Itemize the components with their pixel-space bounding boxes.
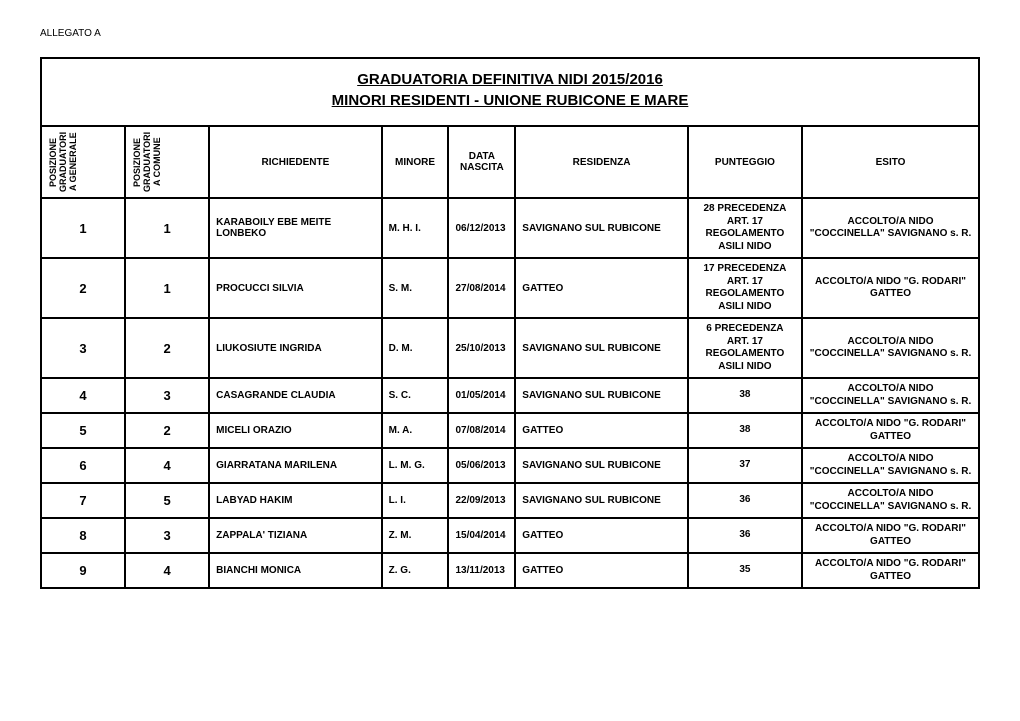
- table-row: 94BIANCHI MONICAZ. G.13/11/2013GATTEO35A…: [41, 553, 979, 588]
- table-row: 52MICELI ORAZIOM. A.07/08/2014GATTEO38AC…: [41, 413, 979, 448]
- table-row: 83ZAPPALA' TIZIANAZ. M.15/04/2014GATTEO3…: [41, 518, 979, 553]
- cell-esito: ACCOLTO/A NIDO "COCCINELLA" SAVIGNANO s.…: [802, 448, 979, 483]
- cell-data: 25/10/2013: [448, 318, 515, 378]
- col-header-residenza: RESIDENZA: [515, 126, 687, 198]
- table-row: 11KARABOILY EBE MEITE LONBEKOM. H. I.06/…: [41, 198, 979, 258]
- cell-pos-gen: 8: [41, 518, 125, 553]
- cell-richiedente: BIANCHI MONICA: [209, 553, 381, 588]
- allegato-label: ALLEGATO A: [40, 28, 980, 39]
- cell-punteggio: 35: [688, 553, 802, 588]
- cell-pos-com: 5: [125, 483, 209, 518]
- cell-minore: Z. M.: [382, 518, 449, 553]
- cell-esito: ACCOLTO/A NIDO "G. RODARI" GATTEO: [802, 413, 979, 448]
- cell-minore: S. C.: [382, 378, 449, 413]
- cell-punteggio: 36: [688, 483, 802, 518]
- cell-richiedente: MICELI ORAZIO: [209, 413, 381, 448]
- cell-minore: L. I.: [382, 483, 449, 518]
- cell-richiedente: PROCUCCI SILVIA: [209, 258, 381, 318]
- col-header-data: DATA NASCITA: [448, 126, 515, 198]
- cell-residenza: SAVIGNANO SUL RUBICONE: [515, 198, 687, 258]
- cell-pos-com: 2: [125, 318, 209, 378]
- cell-punteggio: 37: [688, 448, 802, 483]
- col-header-pos-gen: POSIZIONE GRADUATORIA GENERALE: [41, 126, 125, 198]
- cell-punteggio: 36: [688, 518, 802, 553]
- cell-data: 13/11/2013: [448, 553, 515, 588]
- col-header-pos-com: POSIZIONE GRADUATORIA COMUNE: [125, 126, 209, 198]
- cell-minore: S. M.: [382, 258, 449, 318]
- cell-pos-com: 1: [125, 198, 209, 258]
- cell-pos-com: 3: [125, 518, 209, 553]
- cell-data: 01/05/2014: [448, 378, 515, 413]
- cell-residenza: SAVIGNANO SUL RUBICONE: [515, 483, 687, 518]
- title-row: GRADUATORIA DEFINITIVA NIDI 2015/2016 MI…: [41, 58, 979, 126]
- cell-residenza: GATTEO: [515, 413, 687, 448]
- cell-residenza: GATTEO: [515, 258, 687, 318]
- cell-pos-com: 1: [125, 258, 209, 318]
- cell-esito: ACCOLTO/A NIDO "G. RODARI" GATTEO: [802, 553, 979, 588]
- cell-residenza: GATTEO: [515, 553, 687, 588]
- cell-data: 15/04/2014: [448, 518, 515, 553]
- cell-pos-gen: 6: [41, 448, 125, 483]
- cell-esito: ACCOLTO/A NIDO "COCCINELLA" SAVIGNANO s.…: [802, 378, 979, 413]
- cell-minore: M. H. I.: [382, 198, 449, 258]
- col-header-minore: MINORE: [382, 126, 449, 198]
- cell-residenza: SAVIGNANO SUL RUBICONE: [515, 378, 687, 413]
- cell-residenza: SAVIGNANO SUL RUBICONE: [515, 448, 687, 483]
- cell-pos-com: 2: [125, 413, 209, 448]
- cell-pos-com: 4: [125, 553, 209, 588]
- cell-richiedente: LIUKOSIUTE INGRIDA: [209, 318, 381, 378]
- cell-punteggio: 28 PRECEDENZA ART. 17 REGOLAMENTO ASILI …: [688, 198, 802, 258]
- cell-data: 06/12/2013: [448, 198, 515, 258]
- cell-pos-com: 3: [125, 378, 209, 413]
- cell-richiedente: LABYAD HAKIM: [209, 483, 381, 518]
- cell-punteggio: 38: [688, 378, 802, 413]
- cell-data: 07/08/2014: [448, 413, 515, 448]
- cell-richiedente: KARABOILY EBE MEITE LONBEKO: [209, 198, 381, 258]
- cell-pos-gen: 2: [41, 258, 125, 318]
- cell-data: 22/09/2013: [448, 483, 515, 518]
- table-row: 32LIUKOSIUTE INGRIDAD. M.25/10/2013SAVIG…: [41, 318, 979, 378]
- col-header-punteggio: PUNTEGGIO: [688, 126, 802, 198]
- col-header-richiedente: RICHIEDENTE: [209, 126, 381, 198]
- cell-data: 27/08/2014: [448, 258, 515, 318]
- table-title: GRADUATORIA DEFINITIVA NIDI 2015/2016 MI…: [41, 58, 979, 126]
- header-row: POSIZIONE GRADUATORIA GENERALE POSIZIONE…: [41, 126, 979, 198]
- cell-esito: ACCOLTO/A NIDO "COCCINELLA" SAVIGNANO s.…: [802, 198, 979, 258]
- table-row: 64GIARRATANA MARILENAL. M. G.05/06/2013S…: [41, 448, 979, 483]
- cell-minore: M. A.: [382, 413, 449, 448]
- title-line-1: GRADUATORIA DEFINITIVA NIDI 2015/2016: [357, 71, 663, 88]
- table-row: 43CASAGRANDE CLAUDIAS. C.01/05/2014SAVIG…: [41, 378, 979, 413]
- cell-pos-gen: 3: [41, 318, 125, 378]
- graduatoria-table: GRADUATORIA DEFINITIVA NIDI 2015/2016 MI…: [40, 57, 980, 589]
- cell-punteggio: 38: [688, 413, 802, 448]
- cell-esito: ACCOLTO/A NIDO "G. RODARI" GATTEO: [802, 518, 979, 553]
- cell-esito: ACCOLTO/A NIDO "G. RODARI" GATTEO: [802, 258, 979, 318]
- cell-punteggio: 6 PRECEDENZA ART. 17 REGOLAMENTO ASILI N…: [688, 318, 802, 378]
- table-row: 21PROCUCCI SILVIAS. M.27/08/2014GATTEO17…: [41, 258, 979, 318]
- cell-richiedente: ZAPPALA' TIZIANA: [209, 518, 381, 553]
- cell-residenza: GATTEO: [515, 518, 687, 553]
- col-header-esito: ESITO: [802, 126, 979, 198]
- title-line-2: MINORI RESIDENTI - UNIONE RUBICONE E MAR…: [332, 92, 689, 109]
- table-row: 75LABYAD HAKIML. I.22/09/2013SAVIGNANO S…: [41, 483, 979, 518]
- cell-pos-com: 4: [125, 448, 209, 483]
- cell-minore: D. M.: [382, 318, 449, 378]
- cell-minore: Z. G.: [382, 553, 449, 588]
- cell-richiedente: GIARRATANA MARILENA: [209, 448, 381, 483]
- cell-pos-gen: 5: [41, 413, 125, 448]
- cell-esito: ACCOLTO/A NIDO "COCCINELLA" SAVIGNANO s.…: [802, 318, 979, 378]
- cell-data: 05/06/2013: [448, 448, 515, 483]
- cell-pos-gen: 1: [41, 198, 125, 258]
- cell-punteggio: 17 PRECEDENZA ART. 17 REGOLAMENTO ASILI …: [688, 258, 802, 318]
- cell-minore: L. M. G.: [382, 448, 449, 483]
- cell-pos-gen: 7: [41, 483, 125, 518]
- cell-residenza: SAVIGNANO SUL RUBICONE: [515, 318, 687, 378]
- cell-pos-gen: 9: [41, 553, 125, 588]
- cell-pos-gen: 4: [41, 378, 125, 413]
- cell-esito: ACCOLTO/A NIDO "COCCINELLA" SAVIGNANO s.…: [802, 483, 979, 518]
- cell-richiedente: CASAGRANDE CLAUDIA: [209, 378, 381, 413]
